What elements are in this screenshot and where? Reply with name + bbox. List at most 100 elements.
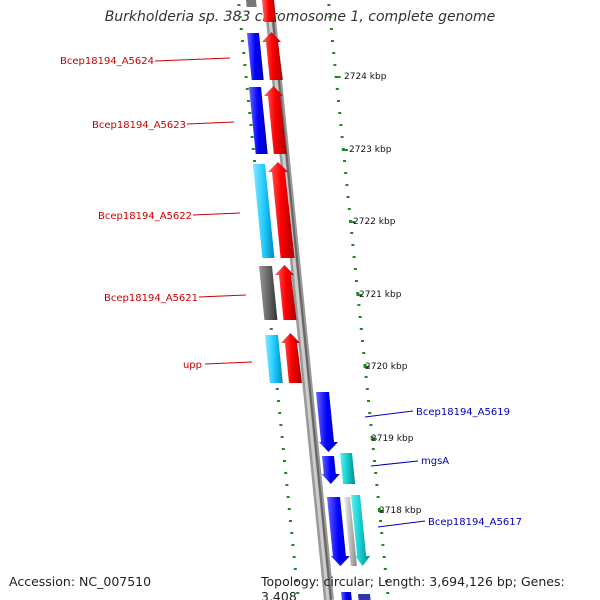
right-tick-mark xyxy=(329,28,333,30)
gene-label-bcep18194-a5617[interactable]: Bcep18194_A5617 xyxy=(428,517,522,528)
right-tick-mark xyxy=(346,196,350,198)
scale-label: 2719 kbp xyxy=(371,434,414,444)
major-tick-mark xyxy=(334,76,341,78)
left-tick-mark xyxy=(293,568,297,570)
right-tick-mark xyxy=(371,448,375,450)
cds-bcep18194-a5617-silver[interactable] xyxy=(344,497,357,566)
right-tick-mark xyxy=(343,160,346,162)
left-tick-mark xyxy=(286,496,290,498)
cds-upp-red[interactable] xyxy=(281,333,302,383)
right-tick-mark xyxy=(332,52,336,54)
right-tick-mark xyxy=(355,280,358,282)
cds-forward-partial[interactable] xyxy=(262,0,277,22)
accession-value: NC_007510 xyxy=(79,574,152,589)
scale-labels: 2724 kbp 2723 kbp 2722 kbp 2721 kbp 2720… xyxy=(344,72,422,516)
right-tick-mark xyxy=(367,400,370,402)
gene-label-bcep18194-a5624[interactable]: Bcep18194_A5624 xyxy=(60,56,154,67)
cds-partial-gray[interactable] xyxy=(246,0,257,7)
topology-label: Topology: xyxy=(261,574,320,589)
right-tick-mark xyxy=(338,112,342,114)
right-tick-mark xyxy=(369,424,373,426)
genes-value: 3,408 xyxy=(261,589,297,600)
right-tick-mark xyxy=(385,580,388,582)
left-tick-mark xyxy=(275,388,279,390)
cds-bcep18194-a5622-red[interactable] xyxy=(268,162,295,258)
scale-label: 2721 kbp xyxy=(359,290,402,300)
cds-bcep18194-a5624-blue[interactable] xyxy=(247,33,264,80)
left-tick-mark xyxy=(251,148,255,150)
right-tick-mark xyxy=(359,328,363,330)
cds-mgsa-blue[interactable] xyxy=(321,456,340,484)
left-tick-mark xyxy=(242,52,246,54)
cds-bcep18194-a5623-blue[interactable] xyxy=(249,87,268,154)
cds-bcep18194-a5623-red[interactable] xyxy=(264,86,287,154)
right-tick-mark xyxy=(353,268,357,270)
right-tick-mark xyxy=(351,244,355,246)
left-tick-mark xyxy=(244,76,248,78)
right-tick-mark xyxy=(333,64,337,66)
right-tick-mark xyxy=(370,436,374,438)
right-tick-mark xyxy=(381,544,385,546)
gene-label-mgsa[interactable]: mgsA xyxy=(421,456,449,467)
cds-reverse-partial-2[interactable] xyxy=(358,594,371,600)
right-tick-mark xyxy=(339,124,343,126)
cds-bcep18194-a5617-blue[interactable] xyxy=(327,497,350,566)
major-tick-mark xyxy=(363,366,370,368)
cds-bcep18194-a5619-blue[interactable] xyxy=(316,392,338,452)
right-tick-mark xyxy=(375,484,379,486)
scale-label: 2718 kbp xyxy=(379,506,422,516)
left-tick-mark xyxy=(292,556,296,558)
genome-stats: Topology: circular; Length: 3,694,126 bp… xyxy=(261,574,600,600)
right-tick-mark xyxy=(383,568,387,570)
major-tick-mark xyxy=(341,149,348,151)
cds-bcep18194-a5621-red[interactable] xyxy=(275,265,297,320)
right-tick-mark xyxy=(328,16,332,18)
left-tick-mark xyxy=(248,112,252,114)
reverse-gene-labels: Bcep18194_A5619 mgsA Bcep18194_A5617 xyxy=(364,407,522,528)
left-tick-mark xyxy=(295,580,298,582)
cds-bcep18194-a5622-lightblue[interactable] xyxy=(253,164,275,258)
right-tick-mark xyxy=(365,388,369,390)
major-tick-mark xyxy=(378,510,384,512)
left-tick-mark xyxy=(277,400,280,402)
left-tick-mark xyxy=(245,88,249,90)
gene-label-bcep18194-a5623[interactable]: Bcep18194_A5623 xyxy=(92,120,186,131)
accession-info: Accession: NC_007510 xyxy=(9,574,151,589)
right-tick-mark xyxy=(337,100,340,102)
cds-reverse-partial[interactable] xyxy=(341,592,352,600)
feature-track xyxy=(246,0,371,600)
cds-mgsa-cyan[interactable] xyxy=(340,453,356,484)
length-label: Length: xyxy=(377,574,426,589)
right-tick-mark xyxy=(358,316,362,318)
left-tick-mark xyxy=(253,160,256,162)
right-tick-mark xyxy=(340,136,344,138)
cds-bcep18194-a5617-cyan[interactable] xyxy=(351,495,371,566)
right-tick-mark xyxy=(356,292,360,294)
right-tick-mark xyxy=(331,40,334,42)
gene-label-bcep18194-a5621[interactable]: Bcep18194_A5621 xyxy=(104,293,198,304)
scale-label: 2723 kbp xyxy=(349,145,392,155)
left-tick-mark xyxy=(239,28,243,30)
right-tick-mark xyxy=(376,496,380,498)
length-value: 3,694,126 bp xyxy=(429,574,513,589)
cds-upp-lightblue[interactable] xyxy=(265,335,283,383)
gene-label-upp[interactable]: upp xyxy=(183,360,202,371)
left-tick-mark xyxy=(269,328,273,330)
left-tick-mark xyxy=(289,520,292,522)
gene-label-bcep18194-a5622[interactable]: Bcep18194_A5622 xyxy=(98,211,192,222)
left-tick-mark xyxy=(247,100,250,102)
right-tick-mark xyxy=(335,88,339,90)
left-tick-mark xyxy=(279,424,283,426)
left-tick-mark xyxy=(281,448,285,450)
right-tick-mark xyxy=(361,340,364,342)
cds-bcep18194-a5624-red[interactable] xyxy=(262,32,283,80)
left-tick-mark xyxy=(280,436,284,438)
cds-bcep18194-a5621-gray[interactable] xyxy=(259,266,278,320)
major-tick-mark xyxy=(349,221,356,223)
right-tick-mark xyxy=(377,508,381,510)
right-tick-mark xyxy=(380,532,384,534)
right-tick-mark xyxy=(347,208,351,210)
gene-label-bcep18194-a5619[interactable]: Bcep18194_A5619 xyxy=(416,407,510,418)
right-tick-mark xyxy=(352,256,356,258)
